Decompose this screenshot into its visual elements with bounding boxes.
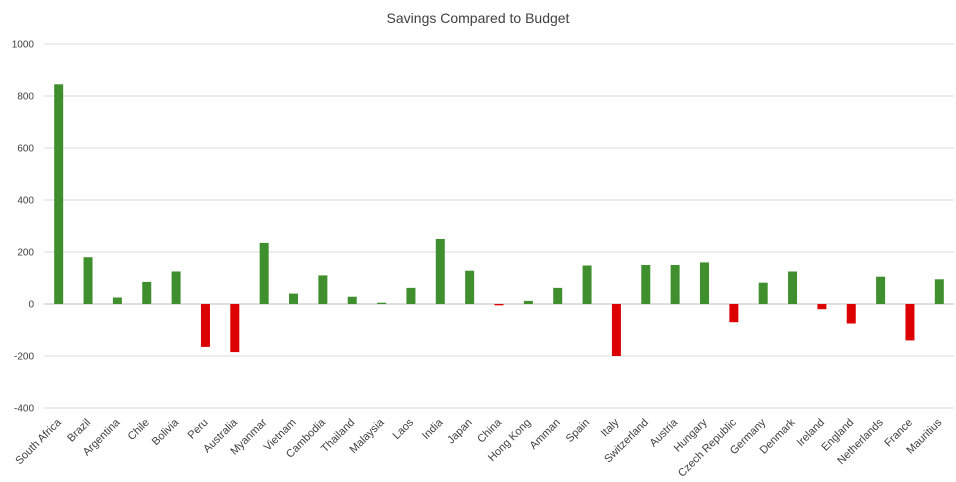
bar-malaysia	[377, 302, 387, 304]
bar-italy	[611, 304, 621, 356]
bar-japan	[465, 270, 475, 304]
x-tick-label: Chile	[126, 417, 152, 443]
y-tick-label: 1000	[12, 40, 35, 51]
bar-myanmar	[259, 242, 269, 304]
y-tick-label: 400	[17, 196, 34, 207]
chart-title: Savings Compared to Budget	[386, 10, 570, 26]
x-tick-label: Spain	[564, 417, 592, 445]
bar-brazil	[83, 257, 93, 304]
y-tick-label: -200	[14, 352, 34, 363]
x-tick-label: Amman	[528, 417, 563, 452]
x-tick-label: Laos	[391, 416, 417, 442]
bar-czech-republic	[729, 304, 739, 323]
bar-switzerland	[641, 265, 651, 304]
bar-denmark	[788, 271, 798, 304]
bar-laos	[406, 287, 416, 304]
x-tick-label: Bolivia	[150, 416, 182, 448]
y-tick-label: 800	[17, 92, 34, 103]
bar-china	[494, 304, 504, 306]
bar-austria	[670, 265, 680, 304]
bar-australia	[230, 304, 240, 353]
x-tick-label: India	[420, 416, 446, 442]
y-tick-label: -400	[14, 404, 34, 415]
bar-india	[435, 239, 445, 304]
bar-hong-kong	[523, 300, 533, 304]
bar-spain	[582, 265, 592, 304]
bar-amman	[553, 287, 563, 304]
x-tick-label: Peru	[186, 417, 211, 442]
x-tick-label: Japan	[445, 417, 475, 447]
y-tick-label: 600	[17, 144, 34, 155]
x-tick-label: South Africa	[13, 416, 64, 467]
bar-thailand	[347, 296, 357, 304]
bar-england	[846, 304, 856, 324]
y-tick-label: 0	[28, 300, 34, 311]
bar-ireland	[817, 304, 827, 310]
bar-vietnam	[289, 293, 299, 304]
bar-cambodia	[318, 275, 328, 304]
bar-south-africa	[54, 84, 64, 304]
bar-hungary	[699, 262, 709, 304]
bar-france	[905, 304, 915, 341]
bar-argentina	[112, 297, 122, 304]
bar-bolivia	[171, 271, 181, 304]
bar-mauritius	[934, 279, 944, 304]
x-tick-label: Italy	[599, 416, 622, 439]
bar-netherlands	[876, 276, 886, 304]
y-tick-label: 200	[17, 248, 34, 259]
bar-peru	[200, 304, 210, 347]
bar-chile	[142, 281, 152, 304]
bar-germany	[758, 282, 768, 304]
